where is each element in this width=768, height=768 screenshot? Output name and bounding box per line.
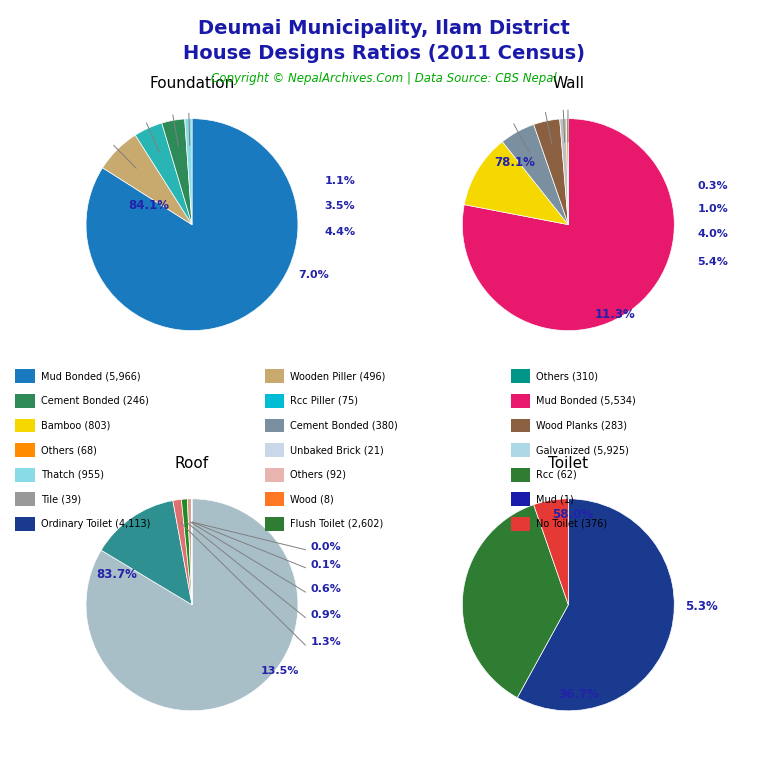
Title: Foundation: Foundation: [149, 76, 235, 91]
Text: Cement Bonded (380): Cement Bonded (380): [290, 420, 398, 431]
Text: 36.7%: 36.7%: [558, 688, 598, 701]
Text: Rcc (62): Rcc (62): [536, 469, 577, 480]
Text: 0.1%: 0.1%: [311, 560, 342, 570]
Text: Tile (39): Tile (39): [41, 494, 81, 505]
Text: 84.1%: 84.1%: [128, 199, 170, 212]
Text: Unbaked Brick (21): Unbaked Brick (21): [290, 445, 384, 455]
Text: 1.1%: 1.1%: [324, 177, 356, 187]
Title: Roof: Roof: [175, 456, 209, 471]
Text: 78.1%: 78.1%: [494, 157, 535, 170]
Wedge shape: [101, 501, 192, 605]
Wedge shape: [187, 499, 192, 605]
Text: Bamboo (803): Bamboo (803): [41, 420, 110, 431]
Text: 83.7%: 83.7%: [97, 568, 137, 581]
Text: Ordinary Toilet (4,113): Ordinary Toilet (4,113): [41, 518, 150, 529]
Text: No Toilet (376): No Toilet (376): [536, 518, 607, 529]
Wedge shape: [462, 505, 568, 697]
Text: 13.5%: 13.5%: [261, 666, 300, 676]
Wedge shape: [86, 118, 298, 330]
Text: Wooden Piller (496): Wooden Piller (496): [290, 371, 386, 382]
Text: 0.9%: 0.9%: [311, 610, 342, 620]
Text: 0.3%: 0.3%: [697, 180, 728, 190]
Text: Copyright © NepalArchives.Com | Data Source: CBS Nepal: Copyright © NepalArchives.Com | Data Sou…: [211, 72, 557, 85]
Text: Thatch (955): Thatch (955): [41, 469, 104, 480]
Text: 0.6%: 0.6%: [311, 584, 342, 594]
Text: 0.0%: 0.0%: [311, 541, 341, 551]
Wedge shape: [184, 118, 192, 224]
Text: 7.0%: 7.0%: [298, 270, 329, 280]
Wedge shape: [518, 499, 674, 710]
Wedge shape: [566, 118, 568, 224]
Text: 4.4%: 4.4%: [324, 227, 356, 237]
Text: 58.0%: 58.0%: [552, 508, 594, 521]
Text: Wood Planks (283): Wood Planks (283): [536, 420, 627, 431]
Text: Others (310): Others (310): [536, 371, 598, 382]
Wedge shape: [86, 499, 298, 710]
Wedge shape: [462, 118, 674, 330]
Wedge shape: [103, 135, 192, 224]
Text: Cement Bonded (246): Cement Bonded (246): [41, 396, 148, 406]
Text: 5.3%: 5.3%: [685, 600, 717, 613]
Wedge shape: [181, 499, 192, 605]
Text: 1.3%: 1.3%: [311, 637, 342, 647]
Text: Mud Bonded (5,534): Mud Bonded (5,534): [536, 396, 636, 406]
Text: 4.0%: 4.0%: [697, 230, 729, 240]
Text: 11.3%: 11.3%: [594, 308, 636, 321]
Text: 5.4%: 5.4%: [697, 257, 729, 267]
Text: Flush Toilet (2,602): Flush Toilet (2,602): [290, 518, 383, 529]
Text: Wood (8): Wood (8): [290, 494, 334, 505]
Text: Others (68): Others (68): [41, 445, 97, 455]
Wedge shape: [534, 119, 568, 224]
Title: Toilet: Toilet: [548, 456, 588, 471]
Text: 3.5%: 3.5%: [324, 200, 355, 210]
Wedge shape: [534, 499, 568, 605]
Wedge shape: [560, 119, 568, 224]
Wedge shape: [464, 141, 568, 224]
Text: Rcc Piller (75): Rcc Piller (75): [290, 396, 359, 406]
Wedge shape: [135, 123, 192, 224]
Wedge shape: [502, 124, 568, 224]
Text: 1.0%: 1.0%: [697, 204, 728, 214]
Text: Mud Bonded (5,966): Mud Bonded (5,966): [41, 371, 141, 382]
Text: Others (92): Others (92): [290, 469, 346, 480]
Wedge shape: [162, 119, 192, 224]
Text: Galvanized (5,925): Galvanized (5,925): [536, 445, 629, 455]
Title: Wall: Wall: [552, 76, 584, 91]
Wedge shape: [173, 499, 192, 605]
Text: Mud (1): Mud (1): [536, 494, 574, 505]
Text: Deumai Municipality, Ilam District
House Designs Ratios (2011 Census): Deumai Municipality, Ilam District House…: [183, 19, 585, 63]
